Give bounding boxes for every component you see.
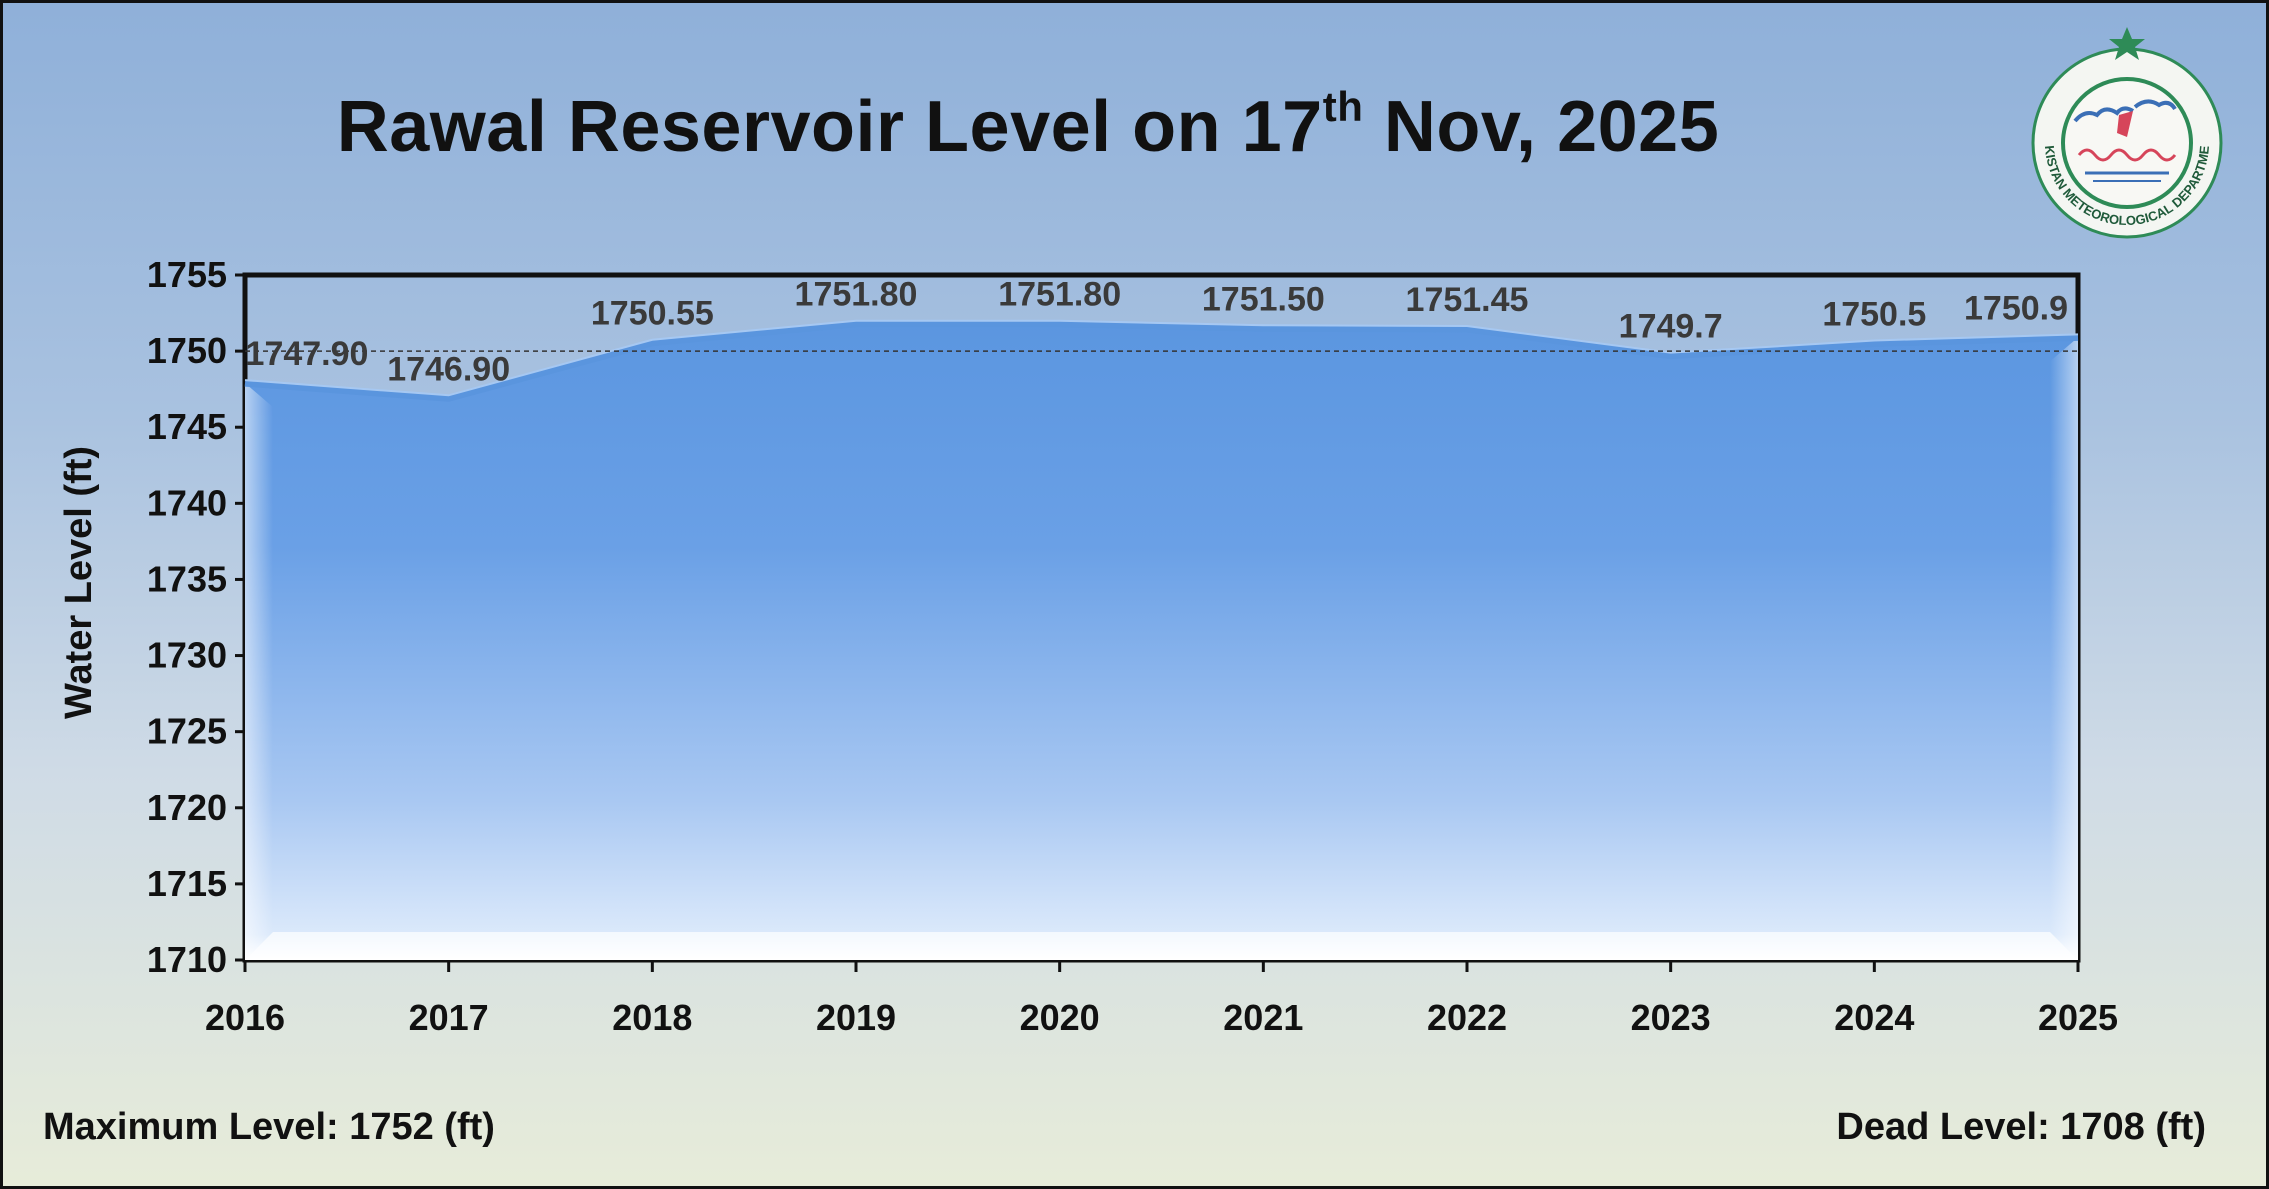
data-label: 1750.9	[1964, 289, 2068, 327]
data-label: 1751.80	[795, 276, 918, 314]
y-tick-label: 1755	[147, 254, 227, 295]
x-tick-label: 2016	[205, 997, 285, 1038]
y-tick-label: 1720	[147, 787, 227, 828]
x-tick-label: 2019	[816, 997, 896, 1038]
x-tick-label: 2018	[612, 997, 692, 1038]
data-label: 1747.90	[246, 335, 369, 373]
data-label: 1746.90	[387, 350, 510, 388]
y-tick-label: 1725	[147, 711, 227, 752]
maximum-level-note: Maximum Level: 1752 (ft)	[43, 1106, 495, 1148]
area-bevel-left	[245, 383, 273, 961]
x-tick-label: 2024	[1834, 997, 1914, 1038]
y-tick-label: 1715	[147, 863, 227, 904]
x-tick-label: 2017	[409, 997, 489, 1038]
area-bevel-right	[2050, 337, 2078, 960]
x-tick-label: 2023	[1631, 997, 1711, 1038]
data-label: 1751.80	[998, 276, 1121, 314]
y-tick-label: 1730	[147, 635, 227, 676]
x-tick-label: 2021	[1223, 997, 1303, 1038]
area-top-edge	[244, 320, 2079, 402]
y-tick-label: 1750	[147, 330, 227, 371]
x-tick-label: 2025	[2038, 997, 2118, 1038]
y-tick-label: 1745	[147, 406, 227, 447]
data-label: 1750.5	[1822, 296, 1926, 334]
data-label: 1751.50	[1202, 280, 1325, 318]
dead-level-note: Dead Level: 1708 (ft)	[1836, 1106, 2206, 1148]
data-label: 1749.7	[1619, 308, 1723, 346]
y-axis-title: Water Level (ft)	[58, 446, 100, 719]
chart-title: Rawal Reservoir Level on 17th Nov, 2025	[336, 83, 1720, 167]
data-label: 1751.45	[1406, 281, 1529, 319]
x-tick-label: 2022	[1427, 997, 1507, 1038]
y-tick-label: 1735	[147, 558, 227, 599]
area-top-highlight	[244, 319, 2079, 397]
pmd-logo: PAKISTAN METEOROLOGICAL DEPARTMENT	[2015, 23, 2223, 239]
data-label: 1750.55	[591, 295, 714, 333]
x-tick-label: 2020	[1020, 997, 1100, 1038]
chart-plot: 1710 1715 1720 1725 1730 1735 1740 1745 1750 1755…	[58, 254, 2118, 1038]
y-tick-label: 1710	[147, 939, 227, 980]
area-bevel-bottom	[245, 932, 2078, 960]
y-tick-label: 1740	[147, 482, 227, 523]
area-series	[245, 323, 2078, 960]
